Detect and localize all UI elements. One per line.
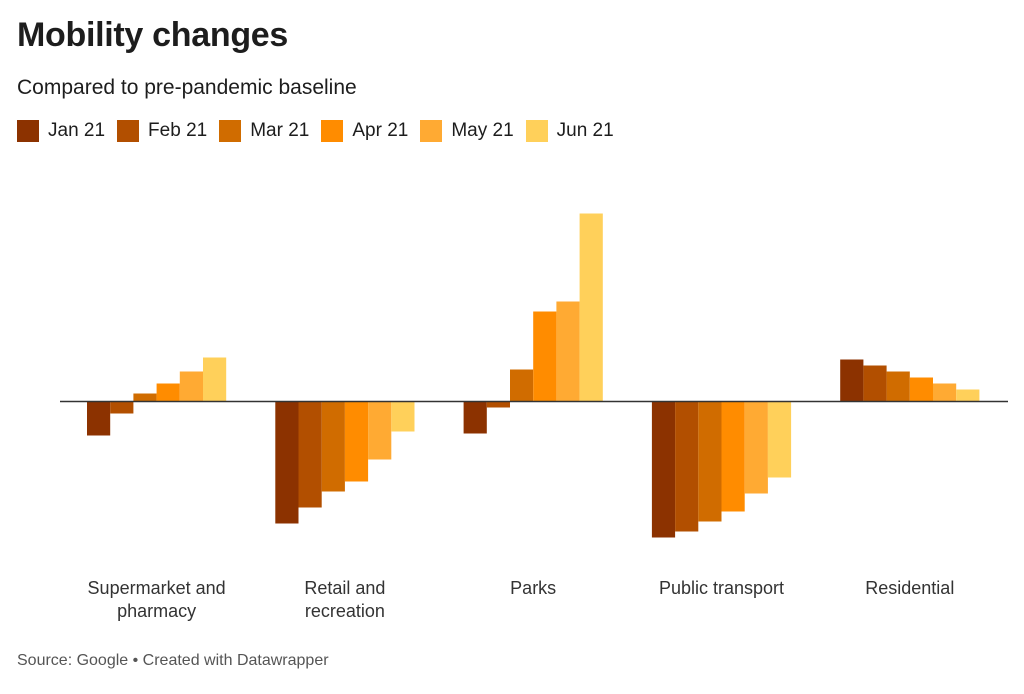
bar — [556, 301, 580, 402]
bar — [486, 401, 510, 408]
bar — [298, 401, 322, 508]
bar — [275, 401, 299, 524]
bar — [840, 359, 864, 402]
x-tick-label: Retail and recreation — [245, 577, 445, 623]
x-tick-label-line: Public transport — [658, 578, 785, 598]
legend-label: Apr 21 — [352, 120, 409, 141]
x-tick-label-line: Retail and — [304, 578, 386, 598]
bar — [909, 377, 933, 402]
bar — [767, 401, 792, 478]
bar — [886, 371, 910, 402]
x-tick-label-line: recreation — [304, 601, 385, 621]
bar — [744, 401, 768, 494]
legend-label: Jan 21 — [48, 120, 106, 141]
legend-item: May 21 — [420, 120, 514, 142]
bar — [956, 389, 980, 402]
x-tick-label-line: Parks — [510, 578, 557, 598]
chart-subtitle: Compared to pre-pandemic baseline — [17, 76, 357, 99]
chart-title: Mobility changes — [17, 16, 289, 54]
bar — [133, 393, 157, 402]
bar — [579, 213, 603, 402]
bar — [391, 401, 415, 432]
legend-label: May 21 — [451, 120, 514, 141]
legend-swatch — [117, 120, 140, 142]
bar — [933, 383, 957, 402]
legend-swatch — [420, 120, 443, 142]
x-tick-label: Residential — [810, 577, 1010, 600]
x-tick-label-line: Residential — [865, 578, 955, 598]
bar — [463, 401, 487, 434]
legend-item: Jun 21 — [525, 120, 614, 142]
legend-label: Feb 21 — [148, 120, 208, 141]
bar — [863, 365, 887, 402]
legend-swatch — [219, 120, 242, 142]
bar — [651, 401, 676, 538]
bar — [368, 401, 392, 460]
bar — [203, 357, 227, 402]
x-tick-label-line: Supermarket and — [87, 578, 226, 598]
bar — [675, 401, 699, 532]
bar — [156, 383, 180, 402]
x-tick-label: Parks — [433, 577, 633, 600]
legend-swatch — [321, 120, 344, 142]
bar — [533, 311, 557, 402]
bar — [510, 369, 534, 402]
legend-item: Feb 21 — [117, 120, 207, 142]
legend-item: Jan 21 — [17, 120, 105, 142]
legend-label: Mar 21 — [250, 120, 310, 141]
legend-item: Mar 21 — [219, 120, 309, 142]
legend-label: Jun 21 — [556, 120, 614, 141]
bar — [721, 401, 745, 512]
legend-swatch — [17, 120, 39, 142]
legend-swatch — [525, 120, 548, 142]
x-tick-label: Public transport — [622, 577, 822, 600]
legend: Jan 21 Feb 21 Mar 21 Apr 21 May 21 Jun 21 — [17, 120, 626, 142]
legend-item: Apr 21 — [321, 120, 408, 142]
bar — [321, 401, 345, 492]
bar — [87, 401, 111, 436]
x-tick-label-line: pharmacy — [117, 601, 197, 621]
bar — [110, 401, 134, 414]
x-tick-label: Supermarket and pharmacy — [57, 577, 257, 623]
source-footer: Source: Google • Created with Datawrappe… — [17, 652, 329, 669]
bar — [179, 371, 203, 402]
bar — [344, 401, 369, 482]
bar — [698, 401, 722, 522]
